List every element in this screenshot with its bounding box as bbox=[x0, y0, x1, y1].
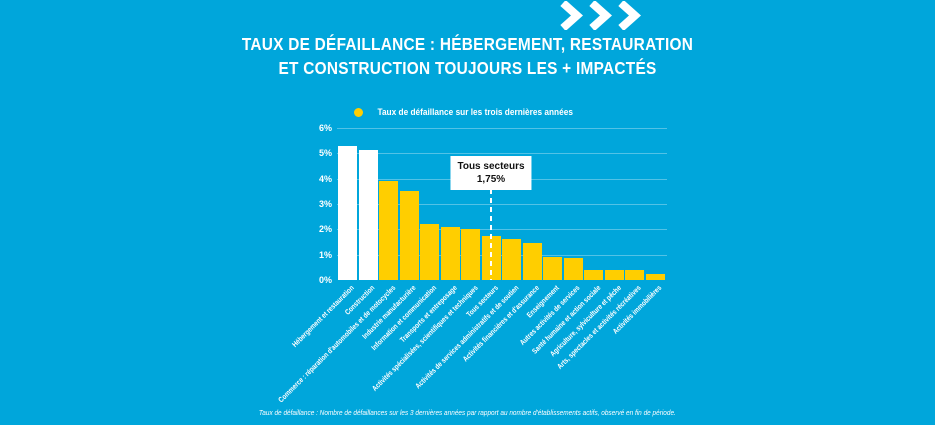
bar bbox=[584, 269, 603, 280]
gridline bbox=[337, 229, 667, 231]
y-axis-tick-label: 2% bbox=[318, 224, 332, 235]
triple-chevron-icon bbox=[559, 0, 651, 35]
bar bbox=[522, 243, 542, 280]
bar bbox=[399, 191, 419, 280]
bar bbox=[604, 269, 624, 280]
y-axis-tick-label: 1% bbox=[318, 249, 332, 260]
y-axis-tick-label: 5% bbox=[318, 148, 332, 159]
annotation-title: Tous secteurs bbox=[457, 161, 525, 172]
bar bbox=[563, 258, 583, 280]
chart-legend: Taux de défaillance sur les trois derniè… bbox=[0, 107, 935, 119]
y-axis-tick-label: 4% bbox=[318, 173, 332, 184]
page-title: TAUX DE DÉFAILLANCE : HÉBERGEMENT, RESTA… bbox=[0, 33, 935, 80]
bar bbox=[645, 273, 665, 280]
gridline bbox=[337, 153, 667, 155]
y-axis-tick-label: 0% bbox=[318, 275, 332, 285]
y-axis-tick-label: 6% bbox=[318, 123, 332, 133]
legend-label: Taux de défaillance sur les trois derniè… bbox=[377, 107, 573, 117]
bar bbox=[420, 224, 439, 280]
bar bbox=[379, 181, 398, 280]
legend-dot-icon bbox=[353, 107, 363, 117]
annotation-value: 1,75% bbox=[476, 174, 506, 185]
page-title-line1: TAUX DE DÉFAILLANCE : HÉBERGEMENT, RESTA… bbox=[241, 34, 694, 54]
gridline bbox=[337, 204, 667, 205]
page-title-line2: ET CONSTRUCTION TOUJOURS LES + IMPACTÉS bbox=[278, 57, 657, 78]
dashed-connector-line bbox=[490, 189, 492, 280]
bar bbox=[543, 257, 562, 280]
bar bbox=[625, 269, 644, 280]
bar bbox=[338, 145, 357, 280]
annotation-callout: Tous secteurs 1,75% bbox=[450, 156, 532, 190]
y-axis-tick-label: 3% bbox=[318, 199, 332, 209]
bar bbox=[461, 229, 480, 280]
bar bbox=[358, 149, 378, 280]
gridline bbox=[337, 128, 667, 129]
footnote: Taux de défaillance : Nombre de défailla… bbox=[259, 408, 676, 417]
bar bbox=[440, 226, 460, 280]
bar bbox=[502, 239, 521, 280]
